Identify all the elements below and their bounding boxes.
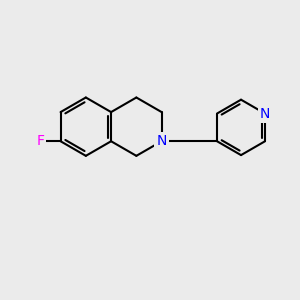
- Text: F: F: [36, 134, 44, 148]
- Text: N: N: [260, 106, 270, 121]
- Text: N: N: [156, 134, 167, 148]
